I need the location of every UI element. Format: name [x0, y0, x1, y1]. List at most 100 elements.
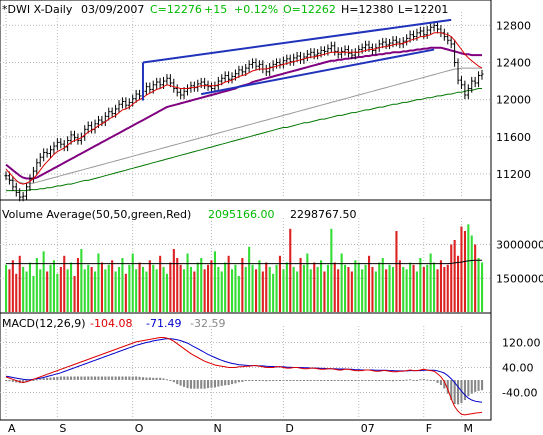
- macd-hist-bar: [443, 380, 446, 389]
- macd-hist-bar: [189, 380, 192, 389]
- macd-hist-bar: [5, 380, 8, 381]
- macd-hist-bar: [207, 380, 210, 389]
- macd-tick-label: -40.00: [502, 386, 537, 399]
- macd-hist-bar: [179, 380, 182, 386]
- volume-title: Volume Average(50,50,green,Red): [2, 208, 191, 221]
- volume-bar: [18, 255, 21, 313]
- volume-bar: [323, 271, 326, 312]
- macd-title: MACD(12,26,9): [2, 317, 86, 330]
- macd-hist-bar: [114, 376, 117, 380]
- macd-hist-bar: [439, 380, 442, 385]
- volume-bar: [391, 267, 394, 312]
- ma20-line: [5, 32, 483, 185]
- volume-bar: [207, 264, 210, 313]
- price-tick-label: 12000: [496, 94, 531, 107]
- macd-hist-bar: [429, 380, 432, 381]
- volume-bar: [285, 262, 288, 312]
- macd-hist-bar: [426, 379, 429, 381]
- volume-bar: [87, 264, 90, 313]
- macd-hist-bar: [220, 380, 223, 386]
- macd-hist-bar: [100, 376, 103, 380]
- volume-bar: [104, 269, 107, 313]
- open-label: O=12262: [283, 3, 336, 16]
- macd-hist-bar: [121, 376, 124, 380]
- macd-hist-bar: [381, 380, 384, 381]
- volume-bar: [316, 267, 319, 312]
- macd-hist-bar: [388, 380, 391, 381]
- volume-bar: [292, 267, 295, 312]
- macd-hist-bar: [309, 380, 312, 381]
- macd-tick-label: 40.00: [502, 361, 534, 374]
- volume-bar: [11, 260, 14, 313]
- macd-hist-bar: [255, 380, 258, 381]
- macd-hist-bar: [350, 380, 353, 381]
- macd-hist-bar: [395, 380, 398, 381]
- macd-hist-bar: [124, 376, 127, 380]
- volume-bar: [176, 258, 179, 312]
- macd-hist-bar: [152, 377, 155, 380]
- macd-hist-bar: [59, 376, 62, 380]
- hist-value: -32.59: [190, 317, 225, 330]
- ma200-line: [6, 88, 482, 192]
- volume-bar: [183, 269, 186, 313]
- volume-bar: [422, 267, 425, 312]
- macd-hist-bar: [200, 380, 203, 389]
- macd-hist-bar: [422, 379, 425, 380]
- volume-bar: [138, 262, 141, 312]
- volume-bar: [193, 271, 196, 312]
- volume-bar: [446, 264, 449, 313]
- macd-hist-bar: [131, 376, 134, 380]
- volume-bar: [231, 269, 234, 313]
- volume-bar: [429, 253, 432, 312]
- volume-bar: [337, 269, 340, 313]
- volume-bar: [25, 271, 28, 312]
- macd-hist-bar: [8, 380, 11, 382]
- macd-hist-bar: [357, 380, 360, 381]
- macd-hist-bar: [107, 376, 110, 380]
- macd-hist-bar: [261, 380, 264, 381]
- volume-bar: [309, 269, 312, 313]
- high-label: H=12380: [341, 3, 393, 16]
- volume-bar: [107, 264, 110, 313]
- macd-hist-bar: [248, 380, 251, 381]
- macd-hist-bar: [15, 380, 18, 383]
- volume-bar: [289, 228, 292, 313]
- volume-bar: [477, 258, 480, 312]
- macd-hist-bar: [172, 380, 175, 383]
- macd-hist-bar: [87, 376, 90, 380]
- volume-bar: [470, 235, 473, 312]
- macd-hist-bar: [453, 380, 456, 404]
- volume-bar: [378, 262, 381, 312]
- macd-hist-bar: [275, 380, 278, 381]
- volume-bar: [32, 276, 35, 312]
- macd-hist-bar: [268, 380, 271, 381]
- macd-hist-bar: [97, 376, 100, 380]
- macd-hist-bar: [176, 380, 179, 385]
- volume-bar: [409, 262, 412, 312]
- macd-hist-bar: [90, 376, 93, 380]
- volume-bar: [453, 240, 456, 312]
- volume-bar: [436, 269, 439, 313]
- volume-bar: [73, 276, 76, 312]
- macd-hist-bar: [333, 380, 336, 381]
- volume-bar: [278, 255, 281, 313]
- price-tick-label: 11200: [496, 168, 531, 181]
- volume-bar: [5, 264, 8, 313]
- macd-hist-bar: [80, 376, 83, 380]
- macd-hist-bar: [217, 380, 220, 387]
- macd-hist-bar: [70, 376, 73, 380]
- volume-bar: [203, 269, 206, 313]
- macd-hist-bar: [227, 380, 230, 385]
- volume-bar: [481, 262, 484, 312]
- volume-bar: [131, 253, 134, 312]
- macd-hist-bar: [94, 376, 97, 380]
- volume-bar: [100, 262, 103, 312]
- macd-hist-bar: [402, 380, 405, 381]
- volume-bar: [159, 255, 162, 313]
- volume-bar: [56, 273, 59, 313]
- volume-tick-label: 3000000: [496, 239, 543, 252]
- macd-tick-label: 120.00: [502, 336, 541, 349]
- volume-bar: [443, 267, 446, 312]
- volume-bar: [368, 255, 371, 313]
